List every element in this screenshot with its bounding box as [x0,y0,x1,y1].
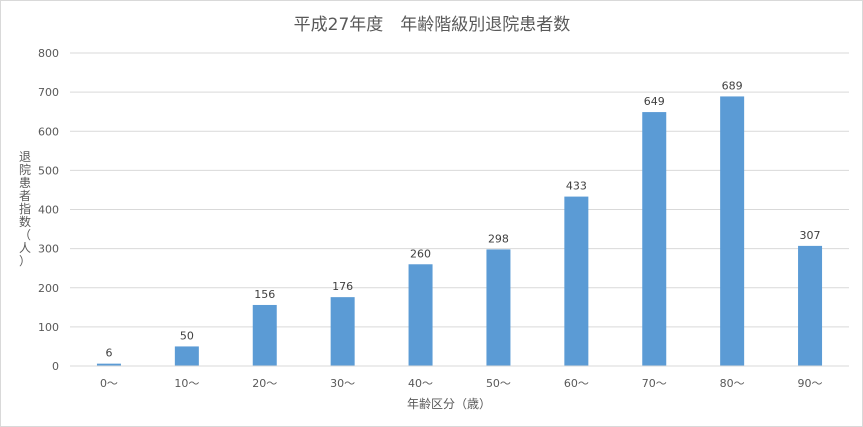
y-tick-label: 700 [38,86,59,99]
bar [798,245,823,366]
bar [330,297,355,366]
data-label: 307 [800,229,821,242]
x-tick-label: 10～ [174,377,199,390]
data-label: 176 [332,280,353,293]
y-tick-label: 300 [38,243,59,256]
bar [564,196,589,366]
bar [408,264,433,366]
y-axis-title: 退院患者指数（人） [19,150,31,268]
gridlines [70,52,849,328]
data-label: 50 [180,329,194,342]
data-label: 433 [566,180,587,193]
y-tick-label: 200 [38,282,59,295]
x-tick-label: 30～ [330,377,355,390]
bar [96,363,121,366]
y-tick-label: 600 [38,125,59,138]
x-tick-label: 60～ [564,377,589,390]
bars [96,96,823,367]
data-label: 298 [488,232,509,245]
x-tick-label: 20～ [252,377,277,390]
y-tick-label: 800 [38,47,59,60]
data-label: 649 [644,95,665,108]
x-tick-label: 50～ [486,377,511,390]
y-axis-title-text: 退院患者指数（人） [19,150,31,268]
data-label: 689 [722,79,743,92]
data-label: 156 [254,288,275,301]
data-label: 260 [410,247,431,260]
bar [252,304,277,366]
y-tick-label: 100 [38,321,59,334]
data-labels: 6 50 156 176 260 298 433 649 689 307 [105,79,820,359]
y-tick-label: 400 [38,204,59,217]
x-axis-title: 年齢区分（歳） [407,396,491,411]
bar [174,346,199,366]
x-tick-label: 90～ [798,377,823,390]
bar [642,112,667,366]
chart-title: 平成27年度 年齢階級別退院患者数 [294,15,571,35]
x-axis-ticks: 0～ 10～ 20～ 30～ 40～ 50～ 60～ 70～ 80～ 90～ [100,377,823,390]
data-label: 6 [105,347,112,360]
y-tick-label: 0 [52,360,59,373]
x-tick-label: 0～ [100,377,118,390]
bar [486,249,511,366]
x-tick-label: 80～ [720,377,745,390]
bar [720,96,745,367]
y-axis-ticks: 0 100 200 300 400 500 600 700 800 [38,47,59,373]
x-tick-label: 40～ [408,377,433,390]
x-tick-label: 70～ [642,377,667,390]
y-tick-label: 500 [38,164,59,177]
